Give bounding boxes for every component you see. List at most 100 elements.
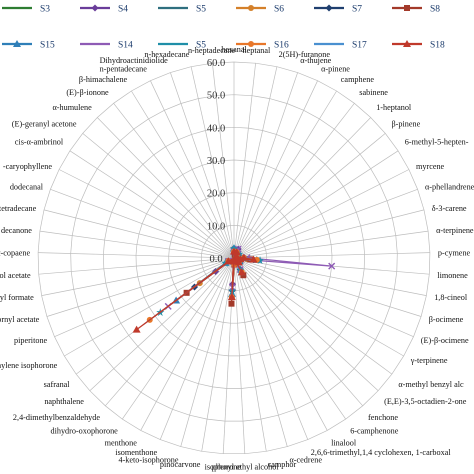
category-label: (E)-β-ocimene [421, 336, 469, 345]
legend-label-s14: S14 [118, 41, 133, 51]
grid-spoke [233, 103, 355, 259]
legend-label-s18: S18 [430, 41, 445, 51]
grid-spoke [159, 257, 235, 440]
category-label: α-terpinene [436, 226, 474, 235]
category-label: (E)-β-ionone [66, 88, 109, 97]
category-label: 2(5H)-furanone [279, 50, 331, 59]
category-label: methylene isophorone [0, 361, 58, 370]
category-label: 4-keto-isophorone [118, 455, 178, 464]
category-label: dodecanal [10, 183, 44, 192]
category-label: bornyl acetate [0, 315, 40, 324]
grid-spoke [170, 72, 235, 259]
category-label: sabinene [359, 88, 388, 97]
category-label: Dihydroactinidiolide [100, 56, 169, 65]
grid-spoke [212, 63, 235, 259]
legend-label-s17: S17 [352, 41, 367, 51]
data-point [232, 251, 241, 259]
grid-ring-5 [70, 94, 398, 422]
category-label: fenchone [368, 413, 398, 422]
grid-spoke [233, 252, 430, 259]
tick-label: 20.0 [207, 189, 225, 200]
grid-spoke [180, 257, 235, 447]
category-label: β-himachalene [79, 75, 128, 84]
grid-spoke [150, 80, 235, 259]
legend-label-s7: S7 [352, 5, 362, 15]
radar-grid [37, 61, 431, 455]
grid-spoke [82, 133, 235, 259]
category-label: δ-3-carene [432, 204, 467, 213]
category-label: cis-α-ambrinol [15, 137, 64, 146]
category-label: (E)-geranyl acetone [12, 119, 77, 128]
category-label: pinocarvone [160, 460, 201, 469]
category-label: p-cymene [438, 248, 471, 257]
grid-spoke [233, 257, 379, 391]
grid-spoke [233, 257, 363, 407]
grid-spoke [69, 150, 235, 259]
category-label: β-ocimene [429, 315, 464, 324]
grid-spoke [233, 257, 328, 431]
grid-spoke [201, 257, 235, 452]
category-label: α-cedrene [290, 455, 323, 464]
legend-label-s5: S5 [196, 5, 206, 15]
category-label: n-hexadecane [144, 50, 189, 59]
category-label: heptanal [243, 46, 271, 55]
category-label: naphthalene [44, 397, 84, 406]
category-label: geranyl formate [0, 293, 34, 302]
category-label: γ-terpinene [410, 356, 448, 365]
category-label: α-copaene [0, 248, 30, 257]
data-point [328, 262, 336, 270]
category-label: 1-heptanol [376, 103, 412, 112]
data-point [224, 257, 233, 265]
category-label: -tetradecane [0, 204, 37, 213]
category-label: myrcene [416, 162, 445, 171]
legend: S3 S4 S5 S6 S7 S8 S15 S14 S5 S16 S17 S18 [2, 4, 445, 51]
grid-spoke [233, 257, 393, 375]
grid-spoke [233, 150, 399, 259]
grid-spoke [233, 257, 422, 317]
grid-spoke [233, 230, 429, 259]
grid-spoke [105, 257, 235, 407]
category-label: n-pentadecane [100, 65, 148, 74]
legend-label-s8: S8 [430, 5, 440, 15]
category-label: 2,6,6-trimethyl,1,4 cyclohexen, 1-carbox… [311, 448, 452, 457]
grid-ring-3 [135, 159, 333, 357]
grid-spoke [122, 257, 235, 420]
grid-spoke [233, 66, 278, 259]
grid-spoke [233, 257, 309, 440]
tick-label: 30.0 [207, 156, 225, 167]
category-label: ellol acetate [0, 271, 31, 280]
grid-spoke [233, 257, 346, 420]
grid-spoke [233, 80, 318, 259]
legend-label-s5: S5 [196, 41, 206, 51]
category-label: α-pinene [321, 65, 350, 74]
category-label: limonene [437, 271, 468, 280]
grid-spoke [58, 169, 235, 259]
category-label: camphene [341, 75, 375, 84]
legend-label-s6: S6 [274, 5, 284, 15]
category-label: -caryophyllene [3, 162, 52, 171]
category-label: 6-camphenone [350, 427, 399, 436]
grid-spoke [233, 90, 337, 259]
grid-spoke [233, 257, 288, 447]
category-label: isophorone [205, 463, 242, 472]
tick-label: 60.0 [207, 58, 225, 69]
grid-ring-2 [168, 192, 300, 324]
grid-spoke [41, 257, 235, 296]
category-label: safranal [44, 380, 71, 389]
category-label: 6-methyl-5-hepten- [405, 137, 469, 146]
data-point [256, 256, 265, 265]
legend-label-s4: S4 [118, 5, 128, 15]
grid-spoke [89, 257, 235, 391]
tick-label: 40.0 [207, 123, 225, 134]
category-label: α-phellandrene [425, 183, 474, 192]
grid-spoke [233, 209, 425, 259]
category-label: α-thujene [300, 56, 331, 65]
series-s18 [132, 247, 258, 333]
category-label: linalool [331, 438, 357, 447]
legend-label-s3: S3 [40, 5, 50, 15]
grid-spoke [39, 230, 235, 259]
grid-spoke [233, 257, 404, 357]
grid-spoke [233, 257, 246, 454]
legend-label-s15: S15 [40, 41, 55, 51]
